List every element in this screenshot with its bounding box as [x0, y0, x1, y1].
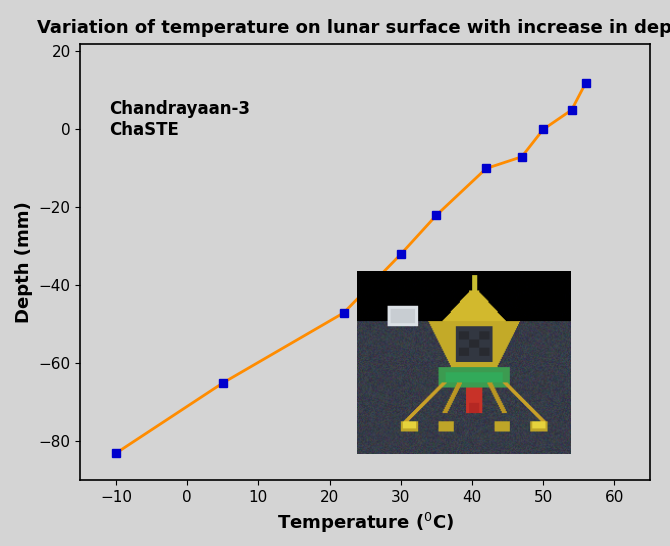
- Text: Chandrayaan-3
ChaSTE: Chandrayaan-3 ChaSTE: [109, 100, 250, 139]
- X-axis label: Temperature ($^0$C): Temperature ($^0$C): [277, 511, 454, 535]
- Title: Variation of temperature on lunar surface with increase in depth: Variation of temperature on lunar surfac…: [37, 19, 670, 37]
- Y-axis label: Depth (mm): Depth (mm): [15, 201, 33, 323]
